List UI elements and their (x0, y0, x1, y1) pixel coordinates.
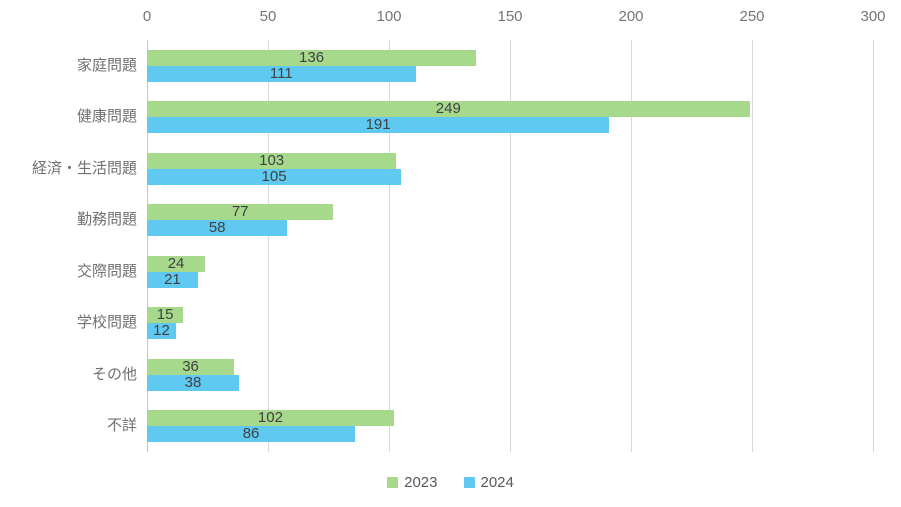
legend-swatch-icon (463, 477, 475, 488)
bar-2023 (147, 204, 334, 221)
value-label: 191 (365, 116, 391, 134)
gridline (510, 40, 511, 452)
legend-swatch-icon (387, 477, 399, 488)
value-label: 102 (257, 409, 283, 427)
category-label: 学校問題 (76, 314, 137, 332)
gridline (873, 40, 874, 452)
gridline (268, 40, 269, 452)
bar-2023 (147, 307, 184, 324)
x-axis-tick-label: 0 (142, 8, 152, 25)
legend: 2023 2024 (0, 474, 901, 491)
bar-2024 (147, 220, 288, 237)
x-axis-tick-label: 250 (739, 8, 765, 25)
x-axis-tick-label: 100 (376, 8, 402, 25)
category-label: 経済・生活問題 (31, 159, 137, 177)
value-label: 105 (261, 167, 287, 185)
x-axis-tick-label: 200 (618, 8, 644, 25)
gridline (631, 40, 632, 452)
value-label: 24 (167, 254, 185, 272)
bar-2024 (147, 168, 402, 185)
legend-item-2023: 2023 (387, 474, 438, 491)
legend-label: 2024 (480, 474, 514, 491)
value-label: 111 (269, 64, 293, 82)
bar-2024 (147, 426, 356, 443)
value-label: 86 (242, 425, 260, 443)
legend-item-2024: 2024 (463, 474, 514, 491)
value-label: 103 (259, 151, 285, 169)
x-axis-tick-label: 50 (259, 8, 277, 25)
bar-2023 (147, 152, 397, 169)
value-label: 12 (153, 322, 170, 340)
value-label: 36 (182, 357, 199, 375)
bar-2024 (147, 271, 198, 288)
category-label: 交際問題 (76, 262, 137, 280)
bar-2024 (147, 117, 610, 134)
bar-2023 (147, 101, 750, 118)
y-axis-line (147, 40, 148, 452)
x-axis-tick-label: 150 (497, 8, 523, 25)
gridline (389, 40, 390, 452)
bar-2023 (147, 358, 235, 375)
bar-2024 (147, 65, 416, 82)
value-label: 21 (164, 270, 181, 288)
value-label: 136 (299, 48, 325, 66)
legend-label: 2023 (404, 474, 438, 491)
category-label: 家庭問題 (76, 56, 137, 74)
value-label: 15 (156, 306, 174, 324)
category-label: 不詳 (106, 417, 137, 435)
bar-2024 (147, 374, 239, 391)
x-axis-tick-label: 300 (860, 8, 886, 25)
category-label: その他 (91, 365, 137, 383)
bar-2023 (147, 410, 394, 427)
value-label: 38 (184, 373, 202, 391)
gridline (752, 40, 753, 452)
bar-2023 (147, 255, 206, 272)
value-label: 249 (435, 100, 461, 118)
category-label: 健康問題 (76, 108, 137, 126)
bar-2024 (147, 323, 177, 340)
value-label: 58 (208, 219, 226, 237)
category-label: 勤務問題 (76, 211, 137, 229)
bar-2023 (147, 49, 477, 66)
value-label: 77 (231, 203, 249, 221)
